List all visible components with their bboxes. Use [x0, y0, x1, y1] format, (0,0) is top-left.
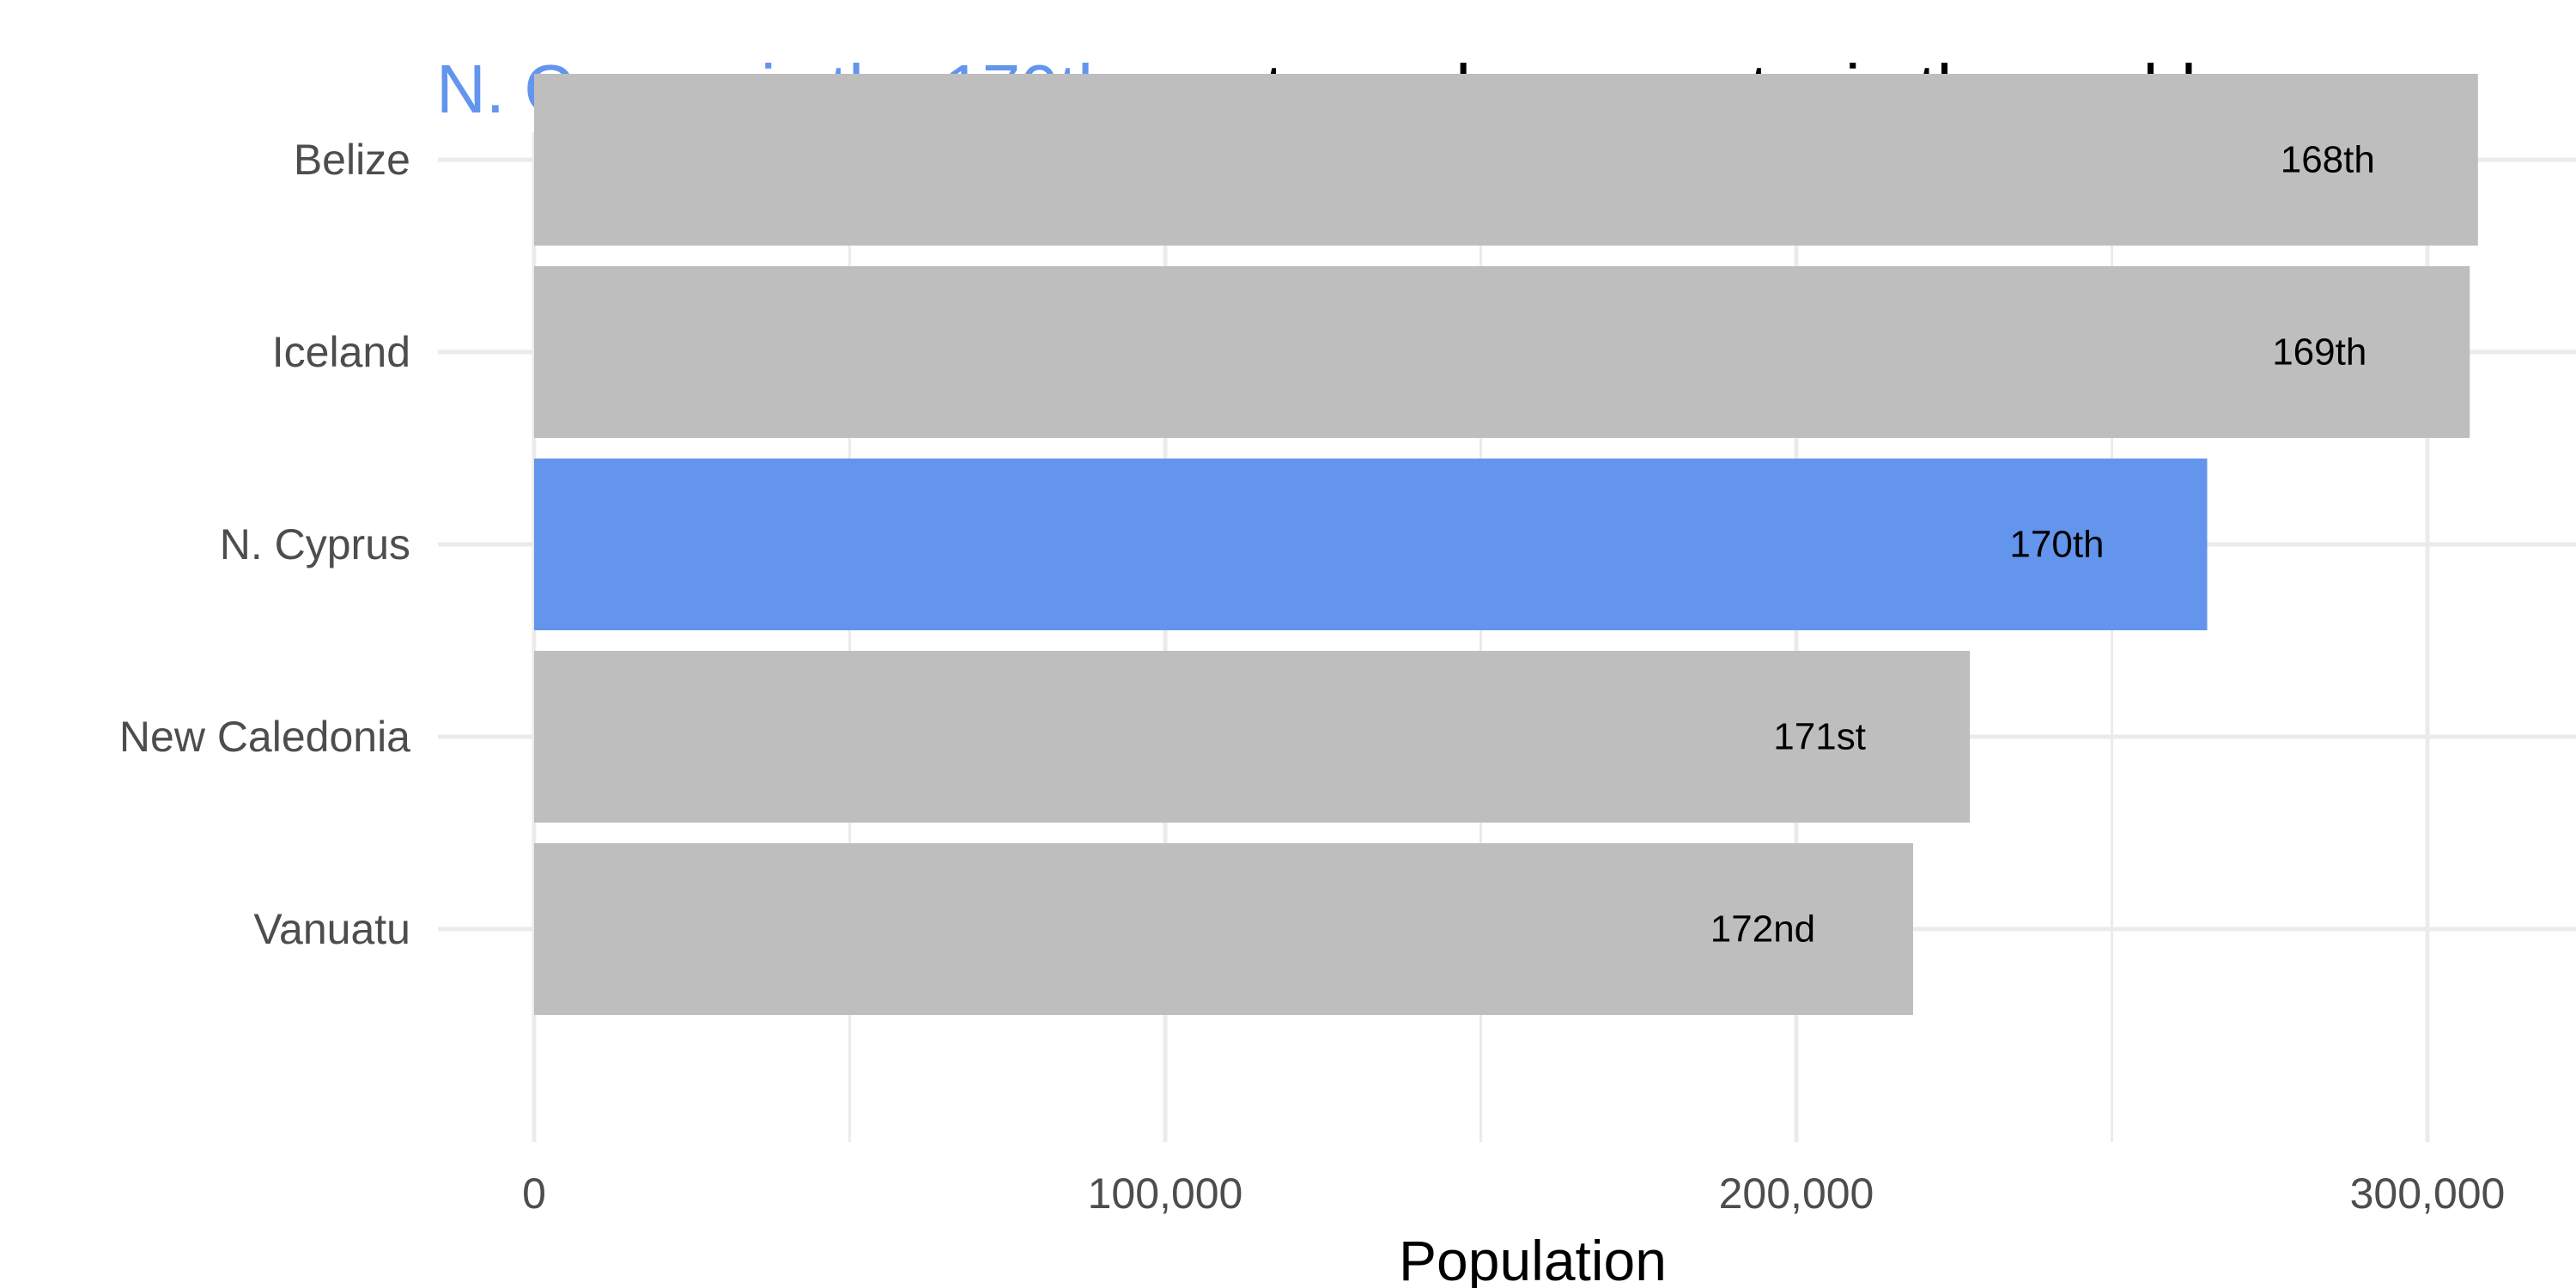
x-tick-label: 300,000: [2350, 1170, 2506, 1218]
bar-vanuatu: [534, 843, 1913, 1015]
bar-belize: [534, 74, 2478, 246]
x-axis-title: Population: [1399, 1229, 1667, 1288]
bar-new-caledonia: [534, 651, 1971, 823]
category-label: Belize: [294, 136, 410, 184]
category-label: Iceland: [272, 328, 410, 376]
data-label: 168th: [2281, 139, 2375, 181]
x-tick-label: 200,000: [1719, 1170, 1874, 1218]
bar-n-cyprus: [534, 459, 2208, 630]
x-tick-label: 100,000: [1088, 1170, 1243, 1218]
category-label: New Caledonia: [119, 713, 410, 761]
category-label: N. Cyprus: [220, 520, 410, 568]
data-label: 171st: [1773, 716, 1866, 758]
data-label: 172nd: [1710, 908, 1815, 951]
x-tick-label: 0: [522, 1170, 546, 1218]
data-label: 169th: [2272, 331, 2366, 374]
bar-iceland: [534, 266, 2470, 438]
category-label: Vanuatu: [253, 905, 410, 953]
data-label: 170th: [2009, 524, 2104, 566]
